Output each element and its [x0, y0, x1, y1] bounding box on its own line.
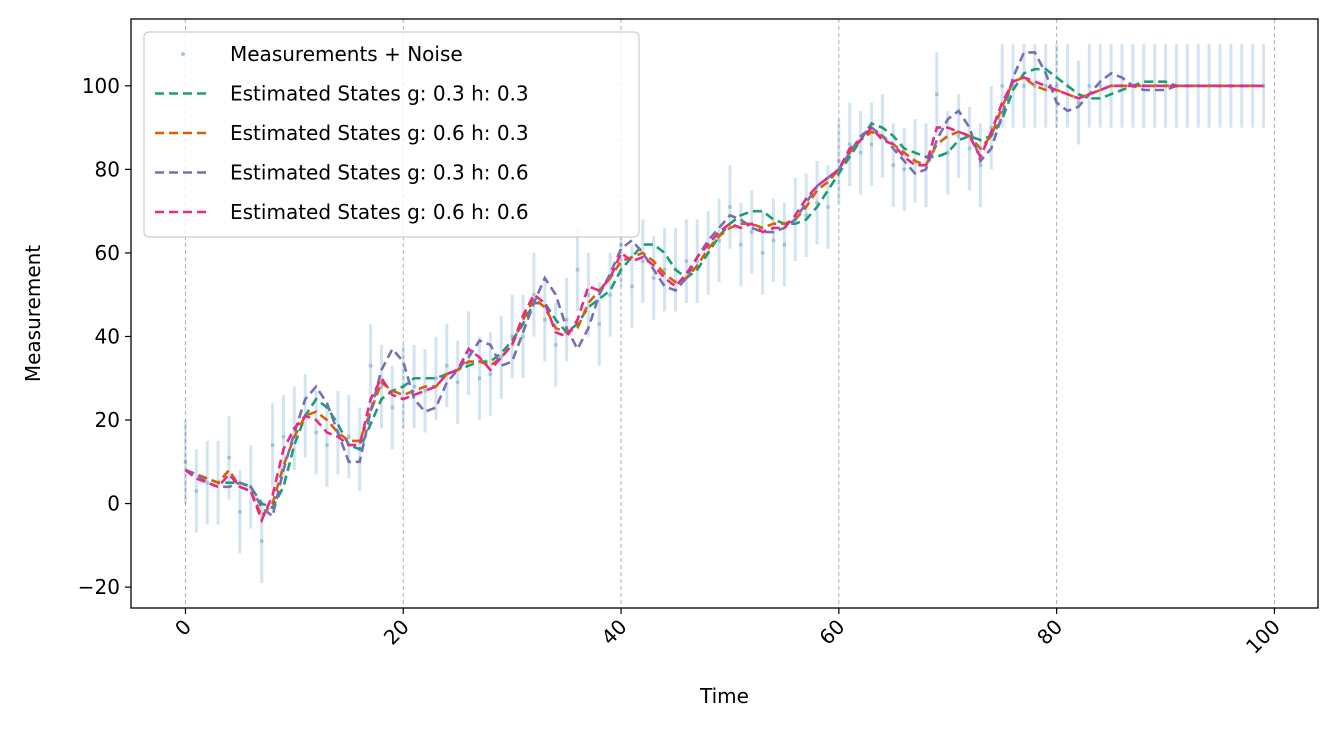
series-lines [184, 51, 1264, 524]
x-tick-label: 80 [1032, 615, 1067, 650]
measurement-point [531, 292, 536, 297]
measurement-point [433, 376, 438, 381]
measurement-point [423, 388, 428, 393]
measurement-point [259, 539, 264, 544]
measurement-point [956, 133, 961, 138]
y-axis-ticks: −20 0 20 40 60 80 100 [78, 74, 131, 599]
series-line [184, 51, 1264, 519]
measurement-point [542, 317, 547, 322]
measurement-point [1043, 83, 1048, 88]
measurement-point [499, 355, 504, 360]
measurement-point [564, 317, 569, 322]
plot-frame [130, 18, 1319, 609]
measurement-point [771, 238, 776, 243]
measurement-point [227, 455, 232, 460]
y-axis-label: Measurement [21, 245, 45, 382]
measurement-point [749, 230, 754, 235]
measurement-point [825, 204, 830, 209]
measurement-point [717, 238, 722, 243]
series-line [184, 76, 1264, 519]
measurement-point [455, 380, 460, 385]
measurement-point [640, 259, 645, 264]
measurement-point [858, 150, 863, 155]
x-tick-label: 40 [597, 615, 632, 650]
measurement-point [836, 159, 841, 164]
measurement-point [629, 284, 634, 289]
measurement-point [444, 363, 449, 368]
measurement-point [1054, 83, 1059, 88]
measurement-point [281, 434, 286, 439]
measurement-point [967, 146, 972, 151]
measurement-point [608, 292, 613, 297]
measurement-point [847, 142, 852, 147]
measurement-point [346, 434, 351, 439]
measurement-point [325, 443, 330, 448]
measurement-point [477, 376, 482, 381]
legend-marker [181, 52, 185, 56]
y-tick-label: 0 [107, 492, 120, 516]
x-tick-label: 60 [814, 615, 849, 650]
x-axis-label: Time [699, 684, 749, 708]
measurement-point [684, 259, 689, 264]
measurement-point [619, 242, 624, 247]
measurement-point [891, 163, 896, 168]
measurement-point [738, 242, 743, 247]
y-tick-label: 20 [95, 408, 120, 432]
measurement-point [727, 204, 732, 209]
measurement-point [237, 509, 242, 514]
y-tick-label: 40 [95, 324, 120, 348]
y-tick-label: 80 [95, 157, 120, 181]
legend-entry-label: Estimated States g: 0.3 h: 0.6 [230, 161, 529, 185]
measurement-point [183, 459, 188, 464]
y-tick-label: 100 [82, 74, 120, 98]
legend-frame [143, 31, 640, 238]
measurement-point [488, 372, 493, 377]
measurement-point [412, 384, 417, 389]
series-line [184, 76, 1264, 524]
measurement-point [651, 275, 656, 280]
measurement-point [978, 163, 983, 168]
x-tick-label: 100 [1241, 615, 1285, 659]
measurement-point [869, 142, 874, 147]
y-tick-label: 60 [95, 241, 120, 265]
measurement-point [1021, 83, 1026, 88]
measurement-point [662, 267, 667, 272]
measurement-point [934, 92, 939, 97]
measurement-point [586, 292, 591, 297]
legend-entry-label: Estimated States g: 0.3 h: 0.3 [230, 82, 529, 106]
x-tick-label: 0 [170, 615, 196, 641]
measurement-point [390, 405, 395, 410]
measurement-point [1087, 83, 1092, 88]
measurement-point [205, 480, 210, 485]
measurement-point [521, 334, 526, 339]
legend-entry-label: Measurements + Noise [230, 42, 463, 66]
measurement-point [989, 125, 994, 130]
x-axis-ticks: 0 20 40 60 80 100 [170, 608, 1285, 659]
legend-entry-label: Estimated States g: 0.6 h: 0.3 [230, 121, 529, 145]
measurement-point [1076, 100, 1081, 105]
legend-entry-label: Estimated States g: 0.6 h: 0.6 [230, 200, 529, 224]
measurement-point [1098, 83, 1103, 88]
legend: Measurements + Noise Estimated States g: … [143, 31, 640, 238]
x-tick-label: 20 [379, 615, 414, 650]
measurement-point [553, 342, 558, 347]
y-tick-label: −20 [78, 575, 120, 599]
measurement-point [902, 167, 907, 172]
measurement-point [782, 242, 787, 247]
measurement-point [804, 213, 809, 218]
measurement-point [575, 267, 580, 272]
measurement-point [1000, 83, 1005, 88]
measurement-point [368, 363, 373, 368]
measurement-point [270, 443, 275, 448]
measurement-point [314, 430, 319, 435]
measurement-point [760, 250, 765, 255]
measurement-point [194, 489, 199, 494]
measurement-point [597, 321, 602, 326]
